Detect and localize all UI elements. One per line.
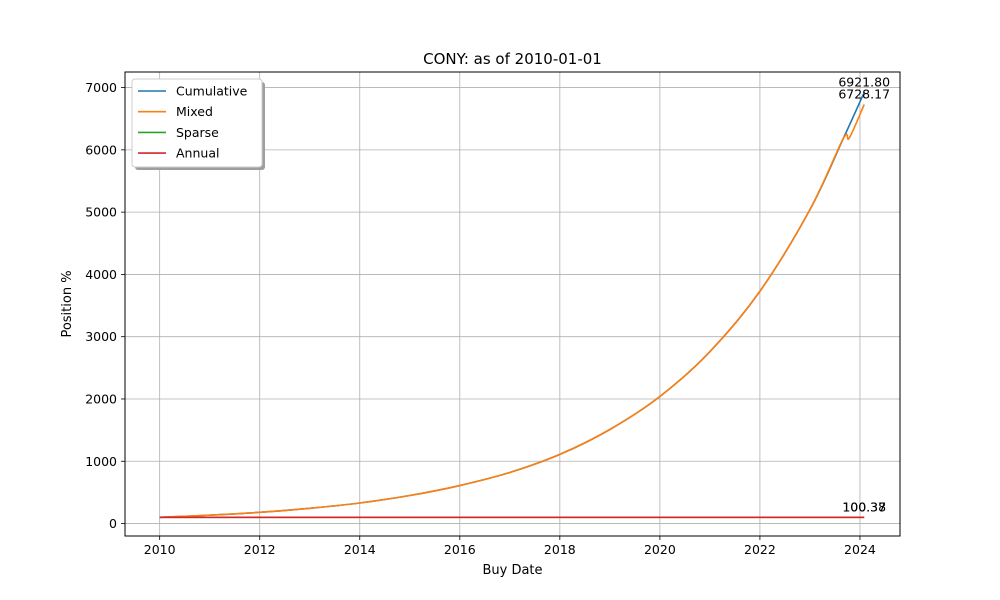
plot-area: [124, 71, 901, 537]
axis-ticks: 2010 2012 2014 2016 2018 2020 2022 2024 0 1000 200…: [85, 80, 876, 557]
y-tick-label: 1000: [85, 454, 117, 469]
x-tick-label: 2022: [744, 542, 776, 557]
x-tick-label: 2014: [344, 542, 376, 557]
grid: [125, 72, 900, 536]
y-tick-label: 2000: [85, 391, 117, 406]
x-tick-label: 2024: [844, 542, 876, 557]
y-tick-label: 3000: [85, 329, 117, 344]
y-tick-label: 7000: [85, 80, 117, 95]
legend: Cumulative Mixed Sparse Annual: [131, 78, 265, 170]
y-tick-label: 6000: [85, 142, 117, 157]
series-lines: [159, 92, 865, 519]
x-axis-label: Buy Date: [482, 563, 542, 578]
x-tick-label: 2010: [144, 542, 176, 557]
y-tick-label: 4000: [85, 267, 117, 282]
y-tick-label: 0: [109, 516, 117, 531]
y-axis-label: Position %: [60, 270, 75, 337]
x-tick-label: 2018: [544, 542, 576, 557]
legend-label-cumulative: Cumulative: [176, 84, 248, 99]
x-tick-label: 2012: [244, 542, 276, 557]
legend-label-mixed: Mixed: [176, 104, 213, 119]
end-label-mixed: 6728.17: [838, 87, 890, 102]
chart-title: CONY: as of 2010-01-01: [423, 50, 602, 68]
series-line-mixed: [159, 104, 865, 519]
legend-label-annual: Annual: [176, 146, 219, 161]
end-label-sparse: 100.37: [842, 499, 886, 514]
x-tick-label: 2016: [444, 542, 476, 557]
legend-label-sparse: Sparse: [176, 125, 219, 140]
y-tick-label: 5000: [85, 205, 117, 220]
end-label-cumulative: 6921.80: [838, 74, 890, 89]
x-tick-label: 2020: [644, 542, 676, 557]
end-label-annual: 100.38: [842, 499, 886, 514]
